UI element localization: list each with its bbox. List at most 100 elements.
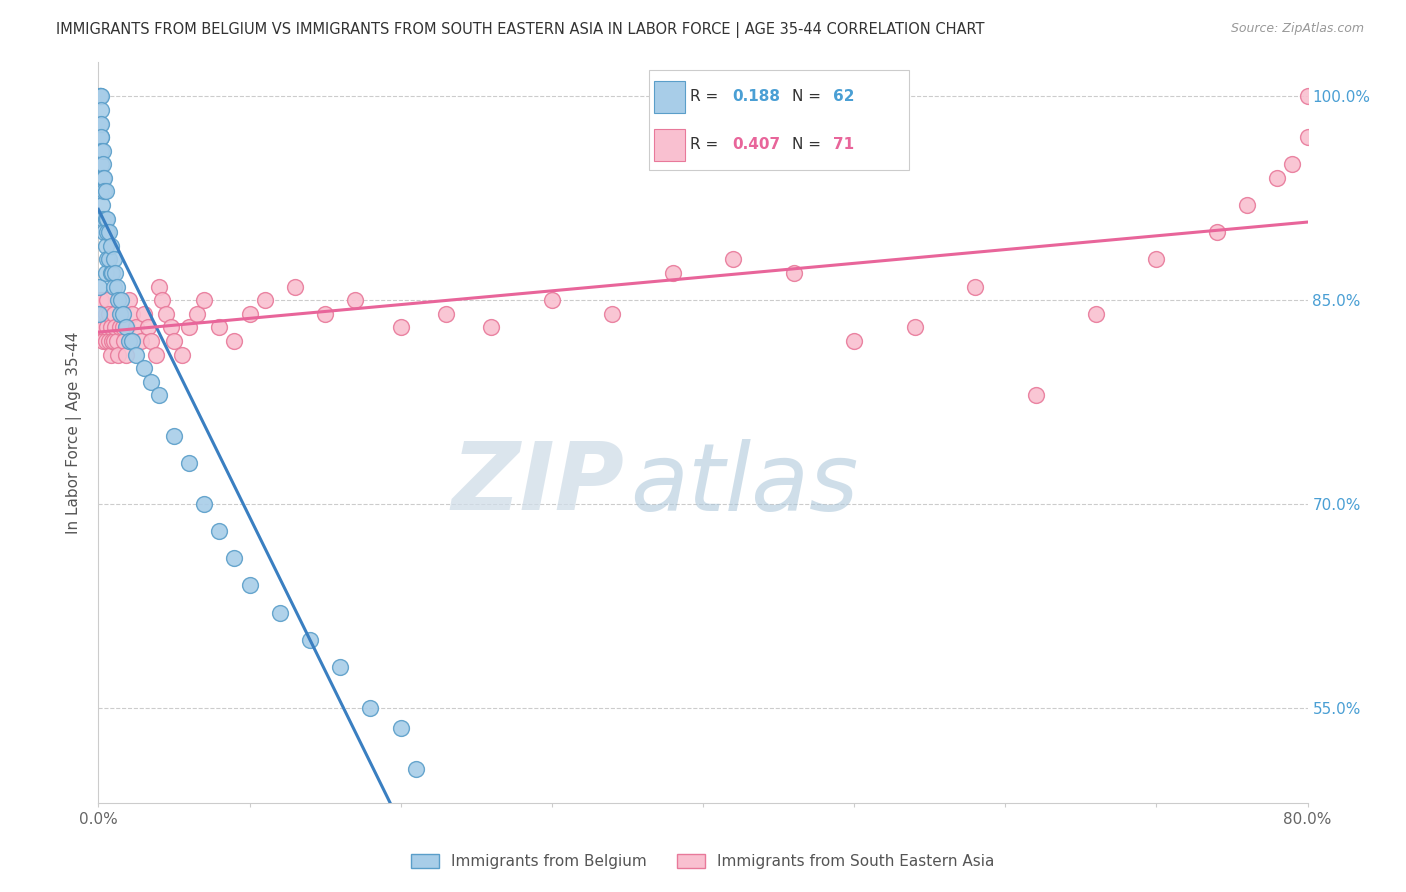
Point <box>224 551 246 566</box>
Point <box>108 307 131 321</box>
Point <box>89 130 111 145</box>
Point <box>96 211 118 226</box>
Point <box>253 293 276 308</box>
Point <box>100 239 122 253</box>
Point <box>93 170 115 185</box>
Point <box>150 293 173 308</box>
Text: ZIP: ZIP <box>451 439 624 531</box>
Point <box>1024 388 1046 402</box>
Point <box>89 89 111 103</box>
Point <box>94 307 117 321</box>
Point <box>239 307 262 321</box>
Point <box>89 89 111 103</box>
Point <box>110 307 132 321</box>
Point <box>107 293 129 308</box>
Point <box>101 334 124 348</box>
Point <box>90 320 112 334</box>
Point <box>90 157 112 171</box>
Point <box>602 307 624 321</box>
Point <box>89 117 111 131</box>
Point <box>105 279 128 293</box>
Point <box>1296 89 1319 103</box>
Point <box>179 456 201 470</box>
Point <box>141 334 163 348</box>
Point <box>163 334 186 348</box>
Text: IMMIGRANTS FROM BELGIUM VS IMMIGRANTS FROM SOUTH EASTERN ASIA IN LABOR FORCE | A: IMMIGRANTS FROM BELGIUM VS IMMIGRANTS FR… <box>56 22 984 38</box>
Point <box>111 320 134 334</box>
Point <box>121 307 143 321</box>
Point <box>118 293 141 308</box>
Point <box>103 307 125 321</box>
Point <box>108 320 131 334</box>
Point <box>661 266 683 280</box>
Point <box>91 170 114 185</box>
Point <box>1267 170 1289 185</box>
Point <box>100 320 122 334</box>
Point <box>89 307 111 321</box>
Point <box>93 320 115 334</box>
Point <box>91 334 114 348</box>
Point <box>94 266 117 280</box>
Point <box>94 211 117 226</box>
Point <box>104 266 127 280</box>
Point <box>1144 252 1167 267</box>
Point <box>96 293 118 308</box>
Point <box>783 266 806 280</box>
Point <box>481 320 503 334</box>
Point <box>91 307 114 321</box>
Point <box>269 606 291 620</box>
Point <box>904 320 927 334</box>
Point <box>1296 130 1319 145</box>
Point <box>224 334 246 348</box>
Point <box>344 293 367 308</box>
Point <box>96 320 118 334</box>
Point <box>540 293 562 308</box>
Point <box>132 361 155 376</box>
Point <box>90 117 112 131</box>
Point <box>163 429 186 443</box>
Point <box>94 239 117 253</box>
Point <box>186 307 208 321</box>
Point <box>208 524 231 538</box>
Point <box>98 334 121 348</box>
Legend: Immigrants from Belgium, Immigrants from South Eastern Asia: Immigrants from Belgium, Immigrants from… <box>405 848 1001 875</box>
Point <box>125 347 148 361</box>
Point <box>101 266 124 280</box>
Point <box>208 320 231 334</box>
Point <box>112 334 135 348</box>
Point <box>90 144 112 158</box>
Point <box>90 89 112 103</box>
Point <box>434 307 457 321</box>
Point <box>94 185 117 199</box>
Point <box>115 320 138 334</box>
Point <box>98 225 121 239</box>
Point <box>239 578 262 592</box>
Point <box>170 347 193 361</box>
Point <box>148 388 170 402</box>
Point <box>100 266 122 280</box>
Point <box>125 320 148 334</box>
Point <box>405 762 427 776</box>
Point <box>103 279 125 293</box>
Point <box>90 130 112 145</box>
Point <box>91 211 114 226</box>
Point <box>96 252 118 267</box>
Point <box>107 347 129 361</box>
Point <box>329 660 352 674</box>
Point <box>723 252 745 267</box>
Point <box>93 185 115 199</box>
Point <box>145 347 167 361</box>
Point <box>100 347 122 361</box>
Point <box>91 144 114 158</box>
Point <box>91 198 114 212</box>
Point <box>89 293 111 308</box>
Point <box>91 157 114 171</box>
Point <box>105 334 128 348</box>
Point <box>114 347 136 361</box>
Point <box>114 320 136 334</box>
Point <box>1236 198 1258 212</box>
Point <box>136 320 159 334</box>
Point <box>179 320 201 334</box>
Point <box>90 103 112 117</box>
Point <box>965 279 987 293</box>
